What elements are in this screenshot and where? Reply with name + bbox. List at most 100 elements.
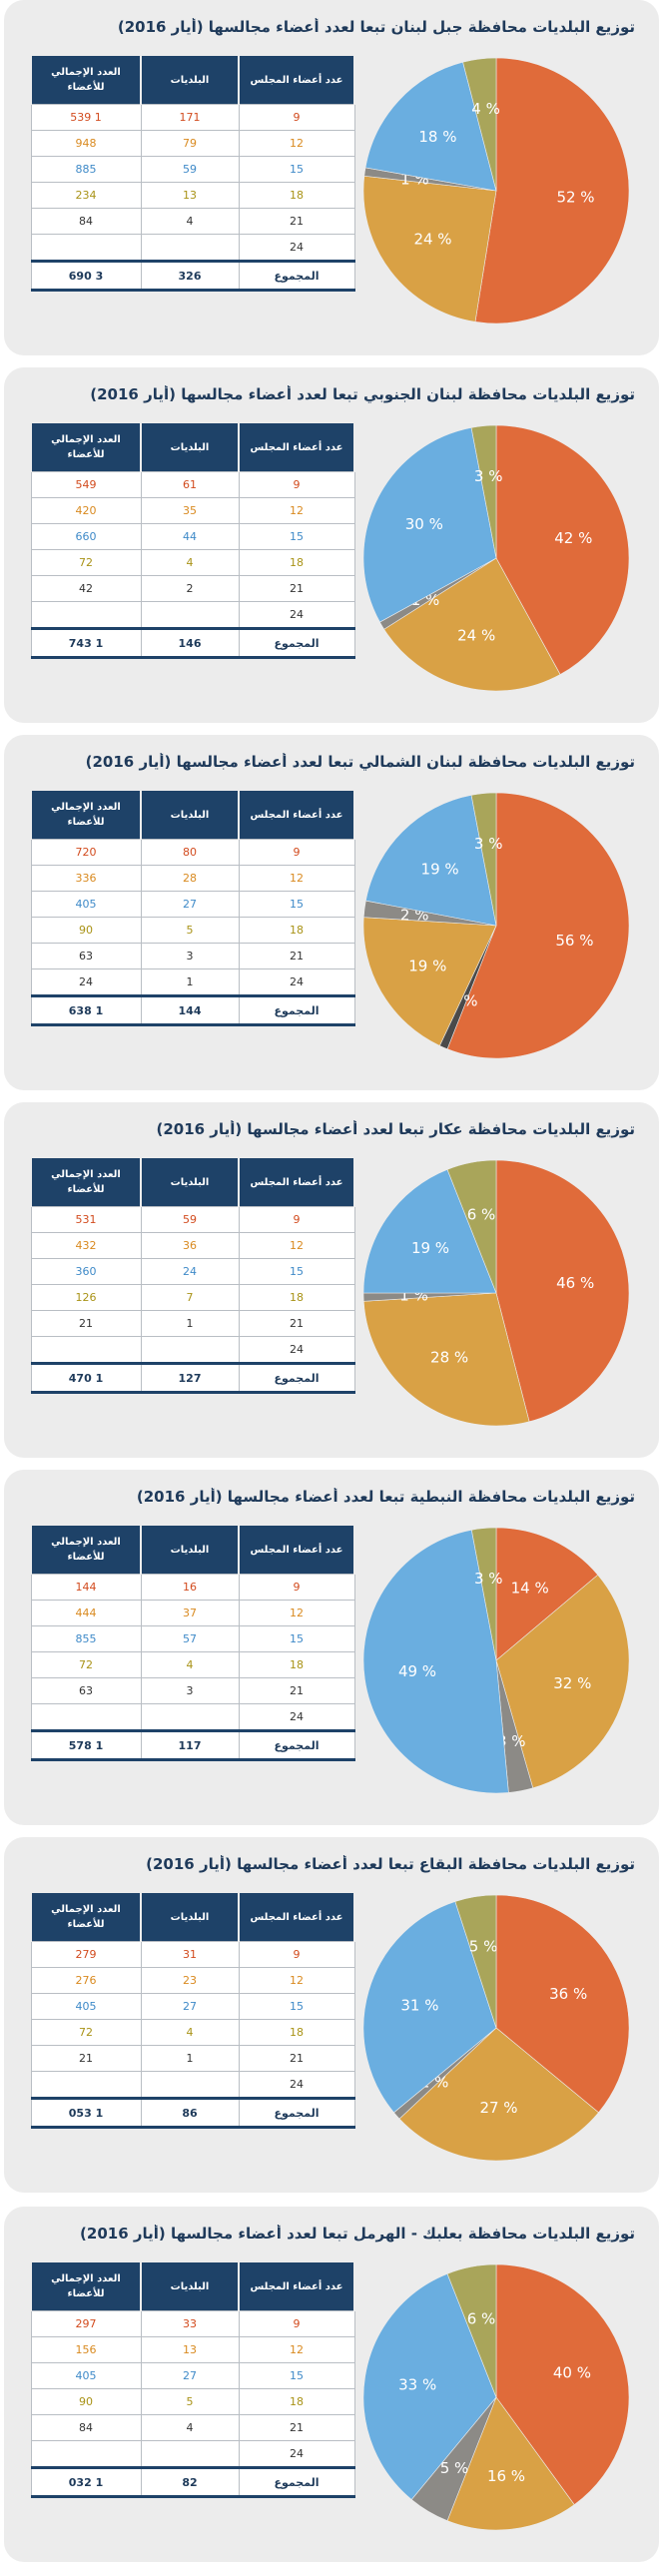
cell-municipalities: 4 [140,208,240,235]
pie-chart: 40 % 16 % 5 % 33 % 6 % [362,2263,630,2531]
header-total-members: العدد الإجمالي للأعضاء [30,1526,142,1575]
header-municipalities: البلديات [140,1526,240,1575]
header-municipalities: البلديات [140,791,240,840]
pie-slice-label: 6 % [467,2310,496,2328]
cell-municipalities: 59 [140,156,240,183]
table-row: 12 37 444 [30,1600,355,1626]
cell-members: 24 [238,2071,355,2099]
cell-members: 9 [238,104,355,131]
cell-municipalities: 61 [140,471,240,498]
pie-slice [362,1901,497,2114]
pie-slice-label: 18 % [418,128,456,146]
cell-members: 9 [238,1206,355,1233]
cell-total-members: 234 [30,182,142,209]
cell-members: 9 [238,2310,355,2337]
cell-total-members: 24 [30,968,142,996]
cell-members: 15 [238,2362,355,2389]
cell-members: 24 [238,1703,355,1731]
pie-slice-label: 3 % [474,835,503,853]
data-table: عدد أعضاء المجلس البلديات العدد الإجمالي ل… [30,56,355,292]
table-total-row: المجموع 127 1 470 [30,1362,355,1394]
table-row: 21 3 63 [30,943,355,969]
pie-slice [462,57,497,192]
pie-slice [383,557,561,692]
header-municipalities: البلديات [140,423,240,472]
chart-title: توزيع البلديات محافظة لبنان الجنوبي تبعا… [90,385,635,403]
total-municipalities: 117 [140,1729,240,1761]
cell-members: 12 [238,1232,355,1259]
total-label: المجموع [238,627,355,659]
pie-slice [362,1529,509,1794]
cell-total-members: 297 [30,2310,142,2337]
cell-municipalities: 4 [140,1651,240,1678]
cell-municipalities: 4 [140,2414,240,2441]
cell-municipalities: 2 [140,575,240,602]
pie-slice [362,175,497,322]
pie-slice [446,2263,497,2398]
cell-members: 21 [238,2045,355,2072]
table-total-row: المجموع 144 1 638 [30,994,355,1026]
cell-municipalities: 1 [140,1310,240,1337]
pie-slice-label: 49 % [398,1662,436,1680]
cell-municipalities: 36 [140,1232,240,1259]
chart-panel: توزيع البلديات محافظة البقاع تبعا لعدد أ… [4,1837,659,2193]
chart-title: توزيع البلديات محافظة عكار تبعا لعدد أعض… [156,1120,635,1138]
pie-slice-label: 4 % [471,100,500,118]
total-members: 1 578 [30,1729,142,1761]
table-row: 9 59 531 [30,1206,355,1233]
cell-municipalities: 1 [140,968,240,996]
cell-total-members: 336 [30,865,142,892]
pie-slice [495,2263,630,2506]
header-members: عدد أعضاء المجلس [238,1526,355,1575]
cell-municipalities: 35 [140,497,240,524]
cell-total-members: 84 [30,2414,142,2441]
total-municipalities: 144 [140,994,240,1026]
pie-slice-label: 46 % [556,1274,594,1292]
cell-members: 21 [238,1310,355,1337]
table-row: 24 [30,2440,355,2468]
table-header-row: عدد أعضاء المجلس البلديات العدد الإجمالي ل… [30,1893,355,1942]
cell-municipalities: 28 [140,865,240,892]
total-municipalities: 86 [140,2097,240,2129]
cell-municipalities: 5 [140,2388,240,2415]
cell-municipalities: 59 [140,1206,240,1233]
pie-slice [454,1894,497,2029]
total-members: 1 470 [30,1362,142,1394]
cell-members: 12 [238,1600,355,1626]
cell-total-members: 948 [30,130,142,157]
cell-members: 18 [238,917,355,944]
table-row: 12 79 948 [30,130,355,157]
data-table: عدد أعضاء المجلس البلديات العدد الإجمالي ل… [30,1526,355,1761]
table-header-row: عدد أعضاء المجلس البلديات العدد الإجمالي ل… [30,2262,355,2311]
cell-municipalities: 37 [140,1600,240,1626]
cell-total-members: 360 [30,1258,142,1285]
pie-slice [364,61,497,192]
total-municipalities: 82 [140,2466,240,2498]
cell-total-members [30,2440,142,2468]
pie-slice-label: 19 % [408,958,446,975]
table-row: 21 4 84 [30,2414,355,2441]
cell-total-members: 21 [30,2045,142,2072]
cell-members: 24 [238,968,355,996]
cell-total-members: 405 [30,891,142,918]
cell-members: 24 [238,2440,355,2468]
total-label: المجموع [238,1729,355,1761]
total-members: 3 690 [30,260,142,292]
cell-total-members: 1 539 [30,104,142,131]
pie-chart: 52 %24 %1 %18 %4 % [362,57,630,324]
header-total-members: العدد الإجمالي للأعضاء [30,1893,142,1942]
table-row: 18 7 126 [30,1284,355,1311]
table-row: 18 4 72 [30,2019,355,2046]
cell-total-members: 885 [30,156,142,183]
cell-members: 15 [238,1258,355,1285]
cell-members: 12 [238,2336,355,2363]
cell-total-members: 432 [30,1232,142,1259]
cell-total-members: 660 [30,523,142,550]
cell-members: 9 [238,839,355,866]
cell-total-members: 720 [30,839,142,866]
chart-title: توزيع البلديات محافظة النبطية تبعا لعدد … [136,1488,635,1506]
table-row: 18 4 72 [30,1651,355,1678]
pie-slice-label: 16 % [487,2467,525,2485]
table-total-row: المجموع 326 3 690 [30,260,355,292]
pie-slice-label: 52 % [556,188,594,206]
